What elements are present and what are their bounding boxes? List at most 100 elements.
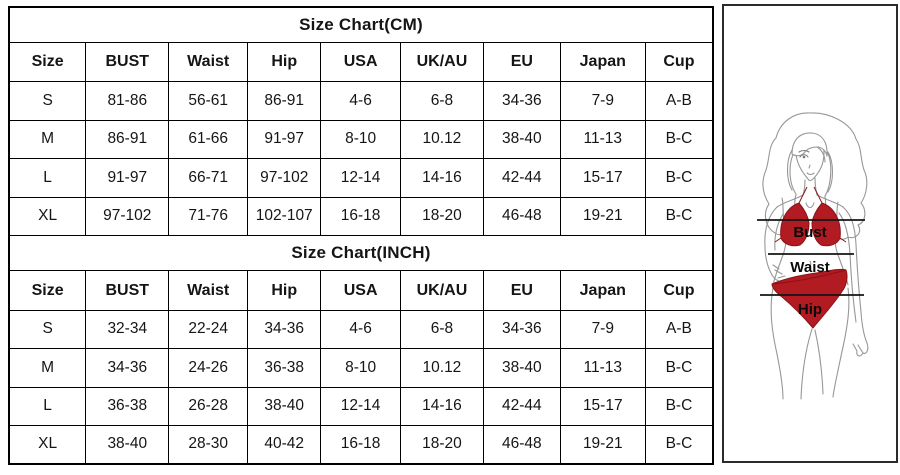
size-label-cell: L <box>8 386 87 426</box>
header-row-inch: Size BUST Waist Hip USA UK/AU EU Japan Cup <box>8 270 714 311</box>
data-cell: 7-9 <box>559 309 646 350</box>
data-cell: 11-13 <box>559 119 646 160</box>
column-header: Hip <box>247 41 322 83</box>
data-cell: 7-9 <box>559 81 646 121</box>
data-cell: 28-30 <box>168 424 249 465</box>
data-cell: 10.12 <box>399 119 484 160</box>
data-cell: 40-42 <box>247 424 322 465</box>
data-cell: 6-8 <box>399 309 484 350</box>
column-header: Cup <box>644 270 714 311</box>
data-cell: 71-76 <box>168 196 249 236</box>
column-header: Hip <box>247 270 322 311</box>
hair-bangs <box>791 132 828 157</box>
data-cell: 91-97 <box>85 158 170 198</box>
size-label-cell: L <box>8 158 87 198</box>
column-header: Japan <box>559 270 646 311</box>
column-header: USA <box>320 41 401 83</box>
data-cell: 91-97 <box>247 119 322 160</box>
data-cell: 61-66 <box>168 119 249 160</box>
data-cell: 4-6 <box>320 81 401 121</box>
column-header: Japan <box>559 41 646 83</box>
chart-title-cm: Size Chart(CM) <box>8 6 714 43</box>
size-label-cell: M <box>8 348 87 388</box>
table-row: M 34-36 24-26 36-38 8-10 10.12 38-40 11-13 B-C <box>8 348 714 388</box>
data-cell: 86-91 <box>85 119 170 160</box>
data-cell: 46-48 <box>482 196 561 236</box>
size-label-cell: XL <box>8 196 87 236</box>
bikini-top <box>774 186 847 247</box>
data-cell: 19-21 <box>559 424 646 465</box>
data-cell: 8-10 <box>320 348 401 388</box>
data-cell: B-C <box>644 424 714 465</box>
data-cell: B-C <box>644 158 714 198</box>
column-header: EU <box>482 41 561 83</box>
data-cell: 14-16 <box>399 158 484 198</box>
column-header: EU <box>482 270 561 311</box>
column-header: BUST <box>85 41 170 83</box>
data-cell: 38-40 <box>247 386 322 426</box>
data-cell: 97-102 <box>85 196 170 236</box>
waist-label: Waist <box>790 259 829 276</box>
data-cell: 18-20 <box>399 196 484 236</box>
data-cell: B-C <box>644 386 714 426</box>
column-header: Waist <box>168 41 249 83</box>
data-cell: 32-34 <box>85 309 170 350</box>
column-header: UK/AU <box>399 41 484 83</box>
data-cell: 46-48 <box>482 424 561 465</box>
bikini-bottom <box>771 268 848 329</box>
data-cell: B-C <box>644 348 714 388</box>
title-row-inch: Size Chart(INCH) <box>8 234 714 272</box>
data-cell: B-C <box>644 119 714 160</box>
column-header: Waist <box>168 270 249 311</box>
data-cell: 15-17 <box>559 158 646 198</box>
data-cell: 6-8 <box>399 81 484 121</box>
data-cell: 38-40 <box>482 119 561 160</box>
data-cell: 102-107 <box>247 196 322 236</box>
data-cell: 34-36 <box>85 348 170 388</box>
table-row: XL 38-40 28-30 40-42 16-18 18-20 46-48 19-21 B-C <box>8 424 714 465</box>
table-row: M 86-91 61-66 91-97 8-10 10.12 38-40 11-13 B-C <box>8 119 714 160</box>
column-header: USA <box>320 270 401 311</box>
data-cell: 4-6 <box>320 309 401 350</box>
data-cell: 11-13 <box>559 348 646 388</box>
size-label-cell: XL <box>8 424 87 465</box>
data-cell: 16-18 <box>320 196 401 236</box>
size-label-cell: S <box>8 81 87 121</box>
data-cell: A-B <box>644 309 714 350</box>
woman-figure-illustration: Bust Waist Hip <box>757 112 869 400</box>
chart-title-inch: Size Chart(INCH) <box>8 234 714 272</box>
table-row: S 81-86 56-61 86-91 4-6 6-8 34-36 7-9 A-B <box>8 81 714 121</box>
data-cell: B-C <box>644 196 714 236</box>
data-cell: 14-16 <box>399 386 484 426</box>
hip-label: Hip <box>798 301 822 318</box>
column-header: UK/AU <box>399 270 484 311</box>
data-cell: 38-40 <box>85 424 170 465</box>
size-chart-table: Size Chart(CM) Size BUST Waist Hip USA UK/AU EU… <box>8 6 714 465</box>
header-row-cm: Size BUST Waist Hip USA UK/AU EU Japan Cup <box>8 41 714 83</box>
measurement-marks <box>757 219 865 296</box>
size-label-cell: M <box>8 119 87 160</box>
column-header: Size <box>8 270 87 311</box>
data-cell: 26-28 <box>168 386 249 426</box>
data-cell: 34-36 <box>247 309 322 350</box>
eye <box>798 149 810 158</box>
data-cell: 97-102 <box>247 158 322 198</box>
table-row: XL 97-102 71-76 102-107 16-18 18-20 46-48 19-21… <box>8 196 714 236</box>
data-cell: 8-10 <box>320 119 401 160</box>
data-cell: 42-44 <box>482 386 561 426</box>
data-cell: 34-36 <box>482 81 561 121</box>
bust-label: Bust <box>793 224 826 241</box>
data-cell: 36-38 <box>247 348 322 388</box>
table-row: L 91-97 66-71 97-102 12-14 14-16 42-44 15-17 B-C <box>8 158 714 198</box>
data-cell: 36-38 <box>85 386 170 426</box>
data-cell: 42-44 <box>482 158 561 198</box>
data-cell: 66-71 <box>168 158 249 198</box>
size-label-cell: S <box>8 309 87 350</box>
data-cell: A-B <box>644 81 714 121</box>
data-cell: 22-24 <box>168 309 249 350</box>
table-row: L 36-38 26-28 38-40 12-14 14-16 42-44 15-17 B-C <box>8 386 714 426</box>
data-cell: 86-91 <box>247 81 322 121</box>
data-cell: 12-14 <box>320 158 401 198</box>
column-header: BUST <box>85 270 170 311</box>
